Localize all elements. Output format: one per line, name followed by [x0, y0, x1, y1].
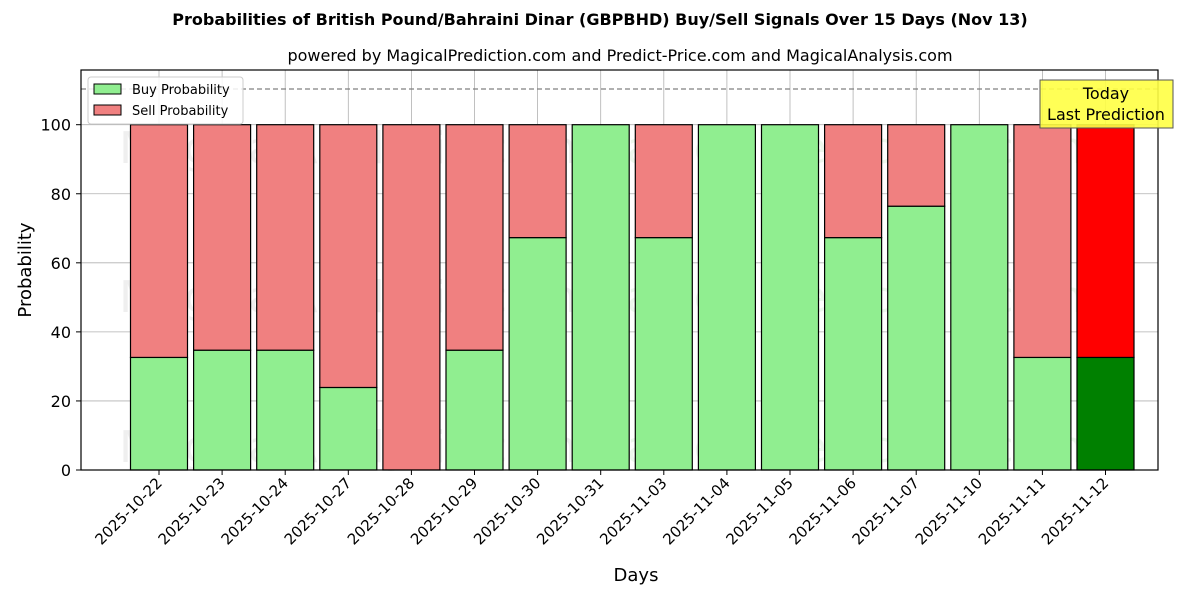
chart-subtitle: powered by MagicalPrediction.com and Pre…: [287, 46, 953, 65]
legend-buy-swatch: [93, 83, 122, 95]
sell-bar: [193, 124, 252, 351]
bar-group: [887, 124, 946, 471]
bar-group: [634, 124, 693, 471]
y-tick-label: 20: [51, 392, 71, 411]
x-tick-label: 2025-10-24: [218, 474, 292, 548]
bar-group: [823, 124, 883, 471]
sell-bar: [1013, 124, 1072, 359]
sell-bar: [823, 124, 883, 239]
bar-group: [382, 124, 441, 471]
buy-bar: [571, 124, 630, 471]
y-axis-label: Probability: [15, 222, 36, 317]
bar-group: [445, 124, 504, 471]
x-tick-label: 2025-10-22: [91, 474, 165, 548]
x-tick-label: 2025-11-04: [659, 474, 733, 548]
x-tick-label: 2025-11-03: [596, 474, 670, 548]
buy-bar: [319, 386, 378, 471]
bar-group: [950, 124, 1009, 471]
bar-group: [129, 124, 189, 471]
sell-bar: [445, 124, 504, 351]
x-tick-label: 2025-10-23: [155, 474, 229, 548]
bars: [129, 124, 1135, 471]
x-tick-label: 2025-10-27: [281, 474, 355, 548]
buy-bar: [634, 237, 693, 471]
bar-group: [571, 124, 630, 471]
buy-bar: [129, 356, 189, 471]
sell-bar: [508, 124, 567, 239]
x-tick-label: 2025-11-07: [849, 474, 923, 548]
sell-bar: [1076, 124, 1135, 359]
bar-group: [508, 124, 567, 471]
x-tick-label: 2025-11-05: [722, 474, 796, 548]
legend-sell-label: Sell Probability: [132, 104, 229, 119]
x-tick-label: 2025-11-06: [786, 474, 860, 548]
sell-bar: [634, 124, 693, 239]
sell-bar: [887, 124, 946, 207]
bar-group: [319, 124, 378, 471]
y-tick-label: 0: [61, 461, 71, 480]
bar-group: [256, 124, 315, 471]
y-tick-label: 60: [51, 254, 71, 273]
annotation-line2: Last Prediction: [1047, 105, 1165, 124]
buy-bar: [445, 349, 504, 471]
bar-group: [697, 124, 757, 471]
sell-bar: [382, 124, 441, 471]
x-tick-label: 2025-10-28: [344, 474, 418, 548]
bar-group: [193, 124, 252, 471]
sell-bar: [256, 124, 315, 351]
buy-bar: [823, 237, 883, 471]
buy-bar: [697, 124, 757, 471]
annotation-box: [1039, 79, 1174, 129]
legend-buy-label: Buy Probability: [132, 83, 230, 98]
plot-frame: [80, 69, 1159, 471]
y-tick-label: 40: [51, 323, 71, 342]
legend-box: [87, 76, 244, 125]
y-tick-label: 80: [51, 185, 71, 204]
buy-bar: [760, 124, 820, 471]
x-tick-label: 2025-10-30: [470, 474, 544, 548]
annotation-line1: Today: [1082, 84, 1129, 103]
buy-bar: [887, 205, 946, 471]
buy-bar: [950, 124, 1009, 471]
sell-bar: [319, 124, 378, 389]
bar-group: [1076, 124, 1135, 471]
legend-sell-swatch: [93, 104, 122, 116]
sell-bar: [129, 124, 189, 359]
x-tick-label: 2025-11-10: [912, 474, 986, 548]
x-tick-label: 2025-10-29: [407, 474, 481, 548]
buy-bar: [1013, 356, 1072, 471]
buy-bar: [256, 349, 315, 471]
x-axis-ticks: 2025-10-222025-10-232025-10-242025-10-27…: [91, 470, 1112, 548]
today-annotation: Today Last Prediction: [1039, 79, 1174, 129]
buy-bar: [193, 349, 252, 471]
y-tick-label: 100: [40, 116, 71, 135]
x-tick-label: 2025-10-31: [533, 474, 607, 548]
x-tick-label: 2025-11-12: [1038, 474, 1112, 548]
buy-bar: [508, 237, 567, 471]
chart-title: Probabilities of British Pound/Bahraini …: [172, 10, 1028, 29]
bar-group: [760, 124, 820, 471]
legend: Buy Probability Sell Probability: [87, 76, 244, 125]
y-axis-ticks: 0 20 40 60 80 100: [40, 116, 81, 480]
x-tick-label: 2025-11-11: [975, 474, 1049, 548]
bar-group: [1013, 124, 1072, 471]
buy-bar: [1076, 356, 1135, 471]
x-axis-label: Days: [614, 565, 659, 586]
